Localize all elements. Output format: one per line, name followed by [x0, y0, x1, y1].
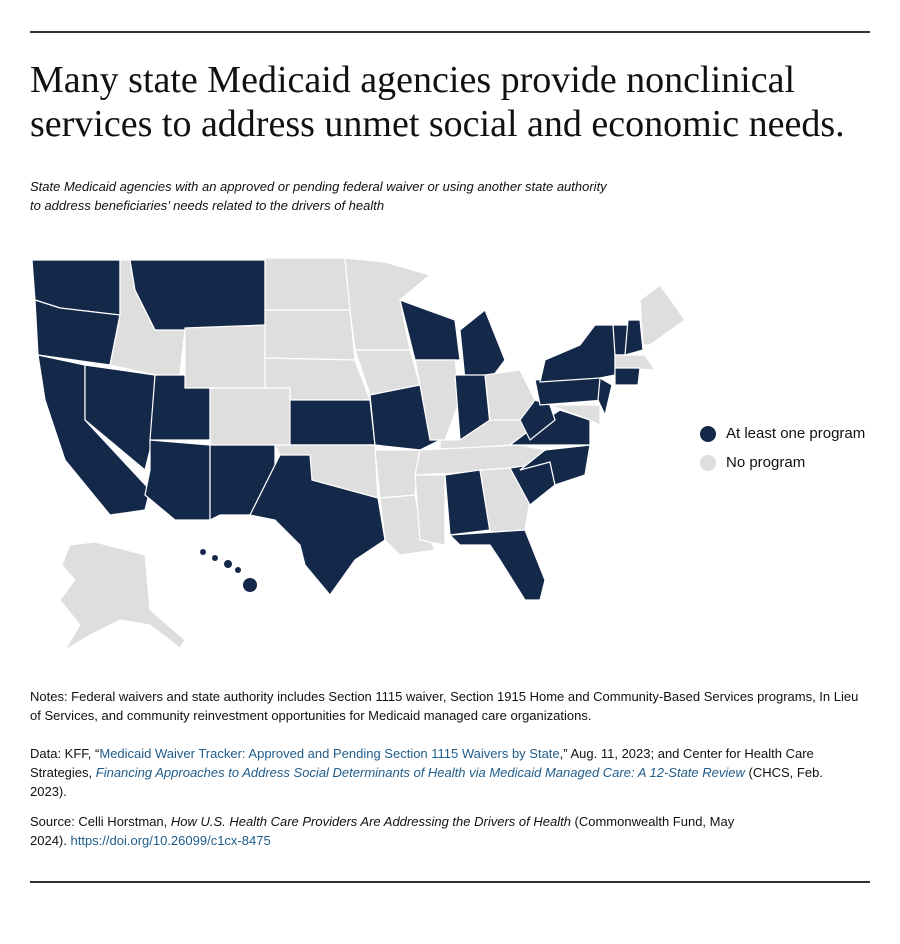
state — [209, 387, 291, 446]
text: (Commonwealth Fund, May 2024). — [30, 814, 735, 848]
text: Source: Celli Horstman, — [30, 814, 171, 829]
state — [399, 299, 461, 361]
state — [479, 467, 531, 533]
state — [414, 474, 446, 546]
source: Source: Celli Horstman, How U.S. Health … — [30, 812, 760, 850]
state — [344, 257, 432, 351]
subtitle-line: to address beneficiaries’ needs related … — [30, 198, 385, 213]
link[interactable]: Financing Approaches to Address Social D… — [95, 765, 745, 780]
state — [249, 454, 386, 596]
state-hawaii — [235, 567, 241, 573]
title-line: services to address unmet social and eco… — [30, 103, 845, 145]
state — [639, 284, 686, 346]
state — [614, 367, 641, 386]
state — [129, 259, 266, 331]
subtitle-line: State Medicaid agencies with an approved… — [30, 179, 607, 194]
state — [549, 404, 601, 426]
link[interactable]: Medicaid Waiver Tracker: Approved and Pe… — [99, 746, 560, 761]
state — [84, 364, 156, 472]
subtitle: State Medicaid agencies with an approved… — [30, 177, 607, 215]
state-hawaii — [243, 578, 257, 592]
legend-swatch — [700, 426, 716, 442]
state — [184, 324, 266, 389]
text: ,” Aug. 11, 2023; and Center for Health … — [30, 746, 814, 780]
state — [519, 399, 556, 441]
legend-swatch — [700, 455, 716, 471]
state — [144, 439, 211, 521]
state — [264, 257, 351, 311]
state — [289, 399, 376, 446]
state-hawaii — [224, 560, 232, 568]
notes: Notes: Federal waivers and state authori… — [30, 689, 859, 723]
state — [539, 324, 616, 383]
text: (CHCS, Feb. 2023). — [30, 765, 823, 799]
state — [614, 354, 657, 371]
state — [624, 319, 644, 356]
top-rule — [30, 31, 870, 33]
state — [448, 529, 546, 601]
data-source: Data: KFF, “Medicaid Waiver Tracker: App… — [30, 744, 860, 801]
state — [597, 377, 613, 417]
title: Many state Medicaid agencies provide non… — [30, 58, 845, 146]
state — [374, 449, 421, 499]
state-alaska — [59, 541, 186, 651]
link[interactable]: https://doi.org/10.26099/c1cx-8475 — [70, 833, 271, 848]
text: Data: KFF, “ — [30, 746, 100, 761]
text: How U.S. Health Care Providers Are Addre… — [170, 814, 571, 829]
state — [519, 444, 591, 486]
title-line: Many state Medicaid agencies provide non… — [30, 59, 796, 101]
state — [264, 309, 356, 361]
state — [459, 309, 506, 381]
bottom-rule — [30, 881, 870, 883]
state-hawaii — [212, 555, 218, 561]
legend-label: At least one program — [726, 425, 865, 442]
legend-label: No program — [726, 454, 805, 471]
map: At least one program No program — [31, 257, 865, 651]
state-hawaii — [200, 549, 206, 555]
